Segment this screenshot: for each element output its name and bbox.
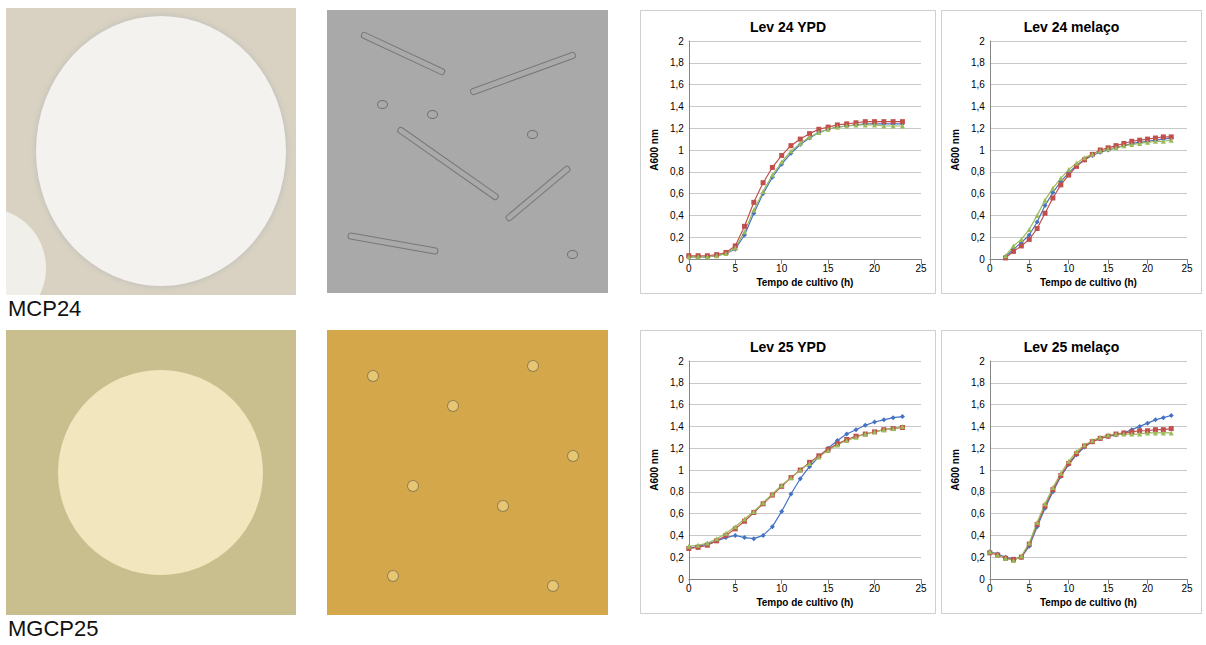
svg-text:1,6: 1,6 bbox=[670, 79, 684, 90]
svg-text:1,6: 1,6 bbox=[670, 399, 684, 410]
svg-text:0,8: 0,8 bbox=[971, 486, 985, 497]
svg-text:1,2: 1,2 bbox=[971, 443, 985, 454]
svg-text:2: 2 bbox=[678, 36, 684, 47]
svg-text:1,2: 1,2 bbox=[670, 123, 684, 134]
svg-text:15: 15 bbox=[823, 263, 835, 274]
svg-text:5: 5 bbox=[732, 263, 738, 274]
svg-text:2: 2 bbox=[979, 36, 985, 47]
svg-text:0,2: 0,2 bbox=[670, 232, 684, 243]
svg-text:0,4: 0,4 bbox=[971, 530, 985, 541]
svg-text:1,4: 1,4 bbox=[971, 101, 985, 112]
svg-text:0,2: 0,2 bbox=[971, 232, 985, 243]
svg-text:20: 20 bbox=[869, 583, 881, 594]
html-text:MGCP25: MGCP25 bbox=[8, 616, 99, 641]
svg-text:A600 nm: A600 nm bbox=[950, 129, 961, 171]
svg-text:10: 10 bbox=[776, 263, 788, 274]
svg-text:1,8: 1,8 bbox=[670, 377, 684, 388]
svg-text:Lev 24 YPD: Lev 24 YPD bbox=[750, 19, 826, 35]
svg-text:1,4: 1,4 bbox=[670, 101, 684, 112]
svg-text:Lev 25 melaço: Lev 25 melaço bbox=[1024, 339, 1120, 355]
svg-text:Tempo de cultivo (h): Tempo de cultivo (h) bbox=[756, 277, 853, 288]
svg-text:1,8: 1,8 bbox=[971, 57, 985, 68]
svg-text:15: 15 bbox=[823, 583, 835, 594]
svg-text:2: 2 bbox=[979, 356, 985, 367]
svg-text:0,6: 0,6 bbox=[670, 508, 684, 519]
svg-text:Tempo de cultivo (h): Tempo de cultivo (h) bbox=[756, 597, 853, 608]
svg-text:0: 0 bbox=[987, 263, 993, 274]
svg-text:0,8: 0,8 bbox=[971, 166, 985, 177]
svg-text:20: 20 bbox=[869, 263, 881, 274]
svg-text:1: 1 bbox=[678, 465, 684, 476]
svg-text:Lev 25 YPD: Lev 25 YPD bbox=[750, 339, 826, 355]
svg-text:5: 5 bbox=[1026, 583, 1032, 594]
svg-text:15: 15 bbox=[1103, 263, 1115, 274]
svg-text:0: 0 bbox=[678, 254, 684, 265]
svg-text:0,2: 0,2 bbox=[670, 552, 684, 563]
svg-text:1,6: 1,6 bbox=[971, 399, 985, 410]
svg-text:1,2: 1,2 bbox=[670, 443, 684, 454]
svg-text:0,4: 0,4 bbox=[670, 210, 684, 221]
svg-text:1,8: 1,8 bbox=[971, 377, 985, 388]
svg-text:A600 nm: A600 nm bbox=[950, 449, 961, 491]
svg-text:5: 5 bbox=[1026, 263, 1032, 274]
svg-text:20: 20 bbox=[1142, 583, 1154, 594]
svg-text:Lev 24 melaço: Lev 24 melaço bbox=[1024, 19, 1120, 35]
svg-text:5: 5 bbox=[732, 583, 738, 594]
svg-text:0,6: 0,6 bbox=[670, 188, 684, 199]
svg-text:0,2: 0,2 bbox=[971, 552, 985, 563]
svg-text:20: 20 bbox=[1142, 263, 1154, 274]
svg-text:0,8: 0,8 bbox=[670, 166, 684, 177]
svg-text:2: 2 bbox=[678, 356, 684, 367]
svg-text:0,6: 0,6 bbox=[971, 508, 985, 519]
svg-text:0: 0 bbox=[678, 574, 684, 585]
svg-text:0: 0 bbox=[979, 574, 985, 585]
svg-text:10: 10 bbox=[1063, 263, 1075, 274]
svg-text:A600 nm: A600 nm bbox=[649, 449, 660, 491]
svg-text:0: 0 bbox=[686, 583, 692, 594]
svg-text:15: 15 bbox=[1103, 583, 1115, 594]
svg-text:1,6: 1,6 bbox=[971, 79, 985, 90]
svg-text:Tempo de cultivo (h): Tempo de cultivo (h) bbox=[1040, 277, 1137, 288]
svg-text:0: 0 bbox=[686, 263, 692, 274]
svg-text:25: 25 bbox=[915, 263, 927, 274]
svg-text:0: 0 bbox=[987, 583, 993, 594]
svg-text:1: 1 bbox=[678, 145, 684, 156]
svg-text:10: 10 bbox=[1063, 583, 1075, 594]
svg-text:Tempo de cultivo (h): Tempo de cultivo (h) bbox=[1040, 597, 1137, 608]
svg-text:25: 25 bbox=[1181, 583, 1193, 594]
svg-text:1: 1 bbox=[979, 465, 985, 476]
svg-text:0: 0 bbox=[979, 254, 985, 265]
svg-text:0,4: 0,4 bbox=[670, 530, 684, 541]
svg-text:25: 25 bbox=[1181, 263, 1193, 274]
svg-text:1,2: 1,2 bbox=[971, 123, 985, 134]
svg-text:0,6: 0,6 bbox=[971, 188, 985, 199]
svg-text:10: 10 bbox=[776, 583, 788, 594]
svg-text:1,4: 1,4 bbox=[670, 421, 684, 432]
svg-text:25: 25 bbox=[915, 583, 927, 594]
svg-text:1: 1 bbox=[979, 145, 985, 156]
svg-text:1,8: 1,8 bbox=[670, 57, 684, 68]
svg-text:1,4: 1,4 bbox=[971, 421, 985, 432]
svg-text:0,8: 0,8 bbox=[670, 486, 684, 497]
html-text:MCP24: MCP24 bbox=[8, 296, 82, 321]
svg-text:0,4: 0,4 bbox=[971, 210, 985, 221]
svg-text:A600 nm: A600 nm bbox=[649, 129, 660, 171]
